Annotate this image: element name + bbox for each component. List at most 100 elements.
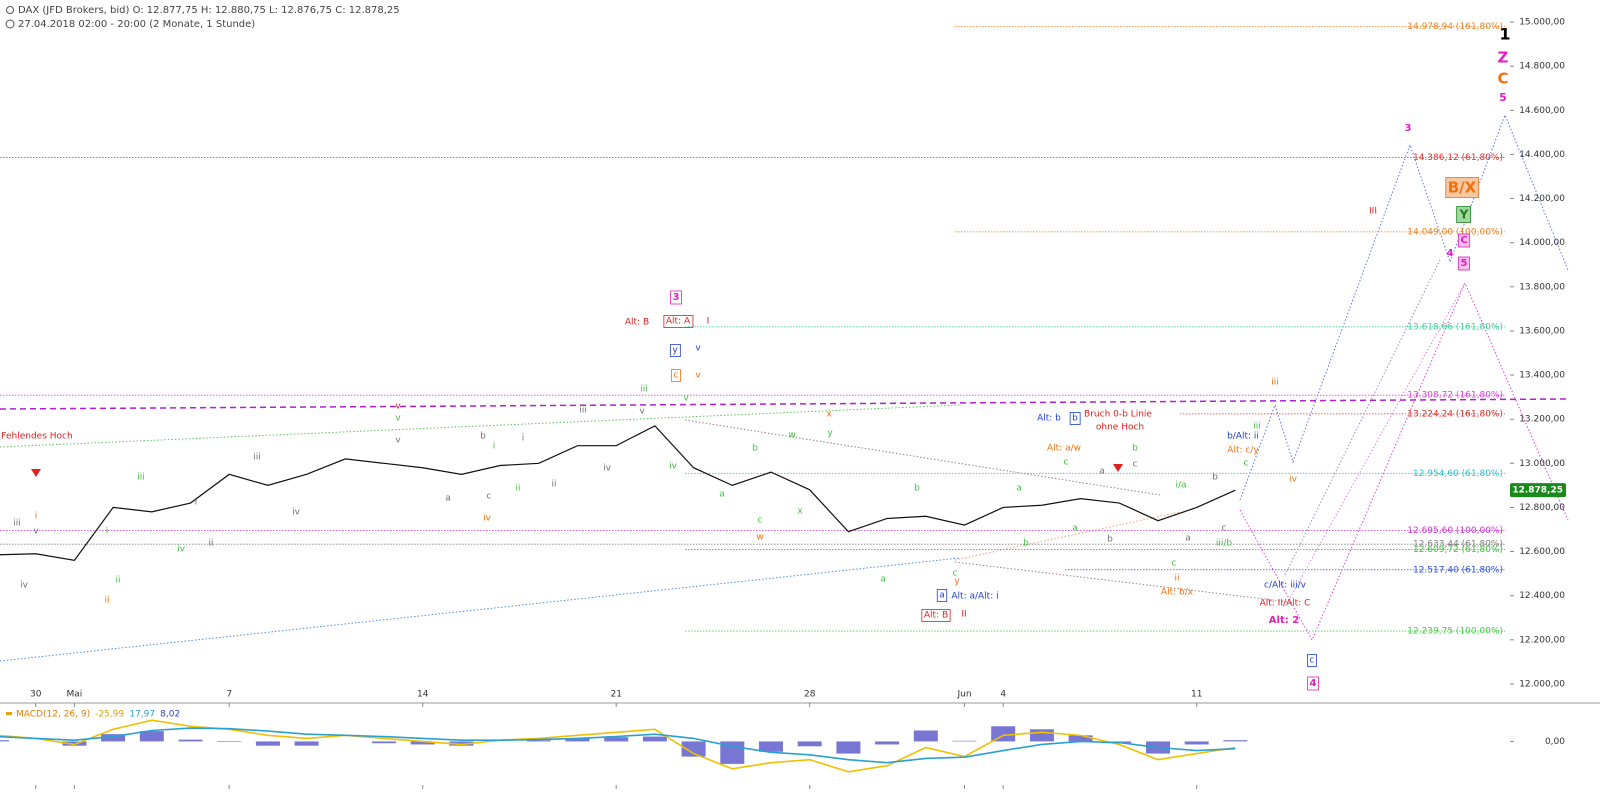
wave-label: C [1460,235,1467,246]
macd-title: MACD(12, 26, 9) [16,710,90,720]
y-tick-label: 12.000,00 [1519,679,1565,689]
wave-label: b [1212,473,1218,483]
macd-bar [991,726,1016,742]
y-tick-label: 15.000,00 [1519,18,1565,28]
wave-label: iii/b [1216,539,1233,549]
wave-label: b/Alt: ii [1227,432,1259,442]
label-box [669,344,681,357]
macd-line [0,727,1236,764]
trend-line [954,561,1291,603]
wave-label: Alt: B [924,611,948,621]
wave-label: c [1222,524,1227,534]
macd-readout: 17,97 [129,710,155,720]
macd-bar [526,740,551,742]
wave-label: c [487,492,492,502]
x-tick-label: 14 [417,690,429,700]
wave-label: ii [1174,574,1179,584]
wave-label: v [683,394,689,404]
x-tick-label: 7 [226,690,232,700]
wave-label: i [522,434,525,444]
wave-label: x [826,410,832,420]
wave-label: C [1497,70,1508,88]
label-box [1456,206,1472,223]
wave-label: v [639,407,645,417]
macd-bar [217,741,242,743]
macd-bar [642,736,667,742]
wave-label: 5 [1461,258,1468,269]
y-tick-label: 12.600,00 [1519,547,1565,557]
header-time: 27.04.2018 02:00 - 20:00 (2 Monate, 1 St… [18,19,255,30]
macd-bar [0,740,9,742]
last-price-label: 12.878,25 [1512,486,1563,496]
marker-triangle [31,469,41,477]
level-label: 12.517,40 (61,80%) [1413,565,1503,575]
y-tick-label: 12.400,00 [1519,591,1565,601]
wave-label: Y [1459,208,1469,222]
wave-label: b [1132,444,1138,454]
y-tick-label: 13.000,00 [1519,459,1565,469]
wave-label: a [1016,484,1022,494]
y-tick-label: 14.600,00 [1519,106,1565,116]
y-tick-label: 14.200,00 [1519,194,1565,204]
macd-bar [681,741,706,757]
symbol-icon [6,6,14,14]
wave-label: Bruch 0-b Linie [1084,410,1152,420]
label-box [1307,676,1319,691]
level-label: 13.618,66 (161,80%) [1407,322,1503,332]
macd-bar [62,741,87,746]
label-box [671,369,681,382]
projection-path [1239,281,1569,642]
wave-label: a [445,494,451,504]
level-label: 13.224,24 (161,80%) [1407,409,1503,419]
wave-label: c [1172,559,1177,569]
wave-label: c [1064,458,1069,468]
label-box [1069,412,1081,425]
trend-line [954,511,1181,561]
wave-label: Alt: b [1037,414,1061,424]
x-tick-label: 4 [1000,690,1006,700]
y-tick-label: 12.800,00 [1519,503,1565,513]
x-tick-label: 11 [1191,690,1202,700]
y-tick-label: 13.600,00 [1519,326,1565,336]
wave-label: b [914,484,920,494]
wave-label: x [797,507,803,517]
wave-label: iii [253,453,261,463]
wave-label: a [1072,524,1078,534]
wave-label: 4 [1310,678,1317,689]
wave-label: I [707,317,710,327]
wave-label: Alt: II/Alt: C [1260,599,1311,609]
wave-label: 3 [1405,123,1412,134]
wave-label: a [719,490,725,500]
wave-label: c/Alt: iii/v [1264,581,1307,591]
wave-label: Alt: a/Alt: i [951,592,998,602]
y-tick-label: 13.400,00 [1519,371,1565,381]
macd-bar [797,741,822,747]
label-box [936,589,948,602]
macd-bar [294,741,319,746]
macd-bar [372,741,396,744]
wave-label: i [493,442,496,452]
wave-label: b [1023,539,1029,549]
y-tick-label: 14.400,00 [1519,150,1565,160]
wave-label: i [35,512,38,522]
x-tick-label: Mai [67,690,83,700]
wave-label: a [939,591,945,601]
macd-icon [6,712,12,715]
level-label: 14.049,00 (100,00%) [1407,227,1503,237]
wave-label: iv [603,464,612,474]
wave-label: iii [1253,422,1261,432]
macd-bar [604,737,629,742]
y-tick-label: 13.800,00 [1519,282,1565,292]
wave-label: b [1072,414,1078,424]
macd-bar [913,730,938,742]
wave-label: Alt: b/x [1161,588,1194,598]
wave-label: B/X [1448,179,1477,197]
level-label: 12.633,44 (61,80%) [1413,540,1503,550]
price-line [0,425,1236,562]
wave-label: ii [515,484,520,494]
x-tick-label: 28 [804,690,816,700]
wave-label: Fehlendes Hoch [1,432,72,442]
wave-label: Z [1498,49,1509,67]
trend-line [0,557,961,662]
